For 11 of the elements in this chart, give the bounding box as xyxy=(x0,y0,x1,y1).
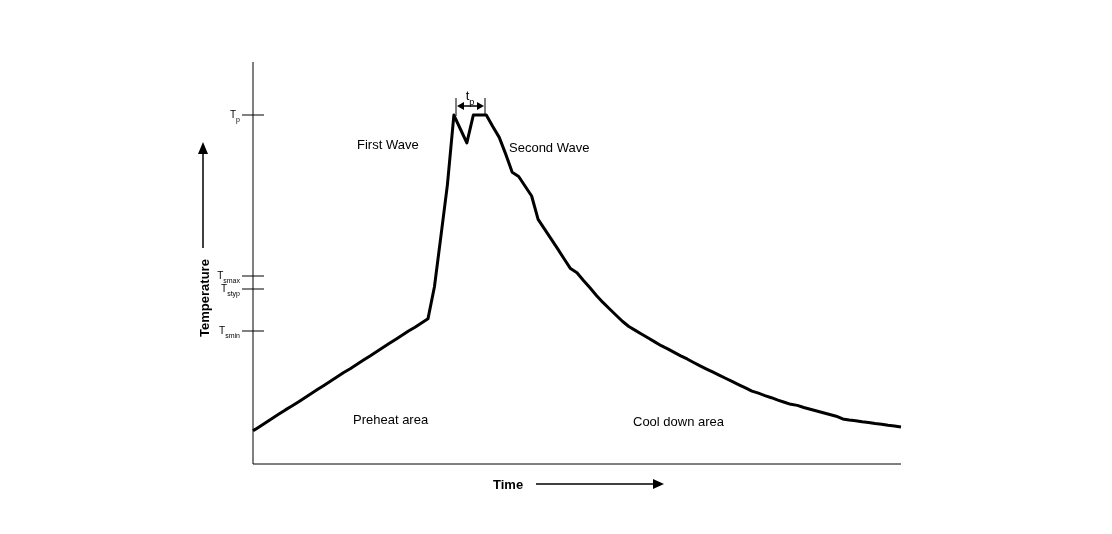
annotation: Cool down area xyxy=(633,414,725,429)
text: T$_{p}$ xyxy=(229,109,241,124)
text: T$_{smin}$ xyxy=(219,325,241,339)
y-axis-title: Temperature xyxy=(197,259,212,337)
text: t$_{p}$ xyxy=(465,88,475,107)
annotation: First Wave xyxy=(357,137,419,152)
annotation: Second Wave xyxy=(509,140,590,155)
text: T$_{styp}$ xyxy=(221,283,241,298)
text: T$_{smax}$ xyxy=(217,270,241,284)
annotation: Preheat area xyxy=(353,412,429,427)
x-axis-title: Time xyxy=(493,477,524,492)
